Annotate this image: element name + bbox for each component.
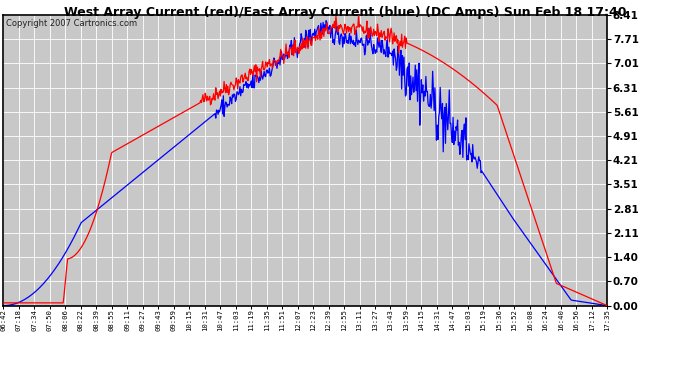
Text: Copyright 2007 Cartronics.com: Copyright 2007 Cartronics.com bbox=[6, 20, 137, 28]
Text: West Array Current (red)/East Array Current (blue) (DC Amps) Sun Feb 18 17:40: West Array Current (red)/East Array Curr… bbox=[63, 6, 627, 19]
